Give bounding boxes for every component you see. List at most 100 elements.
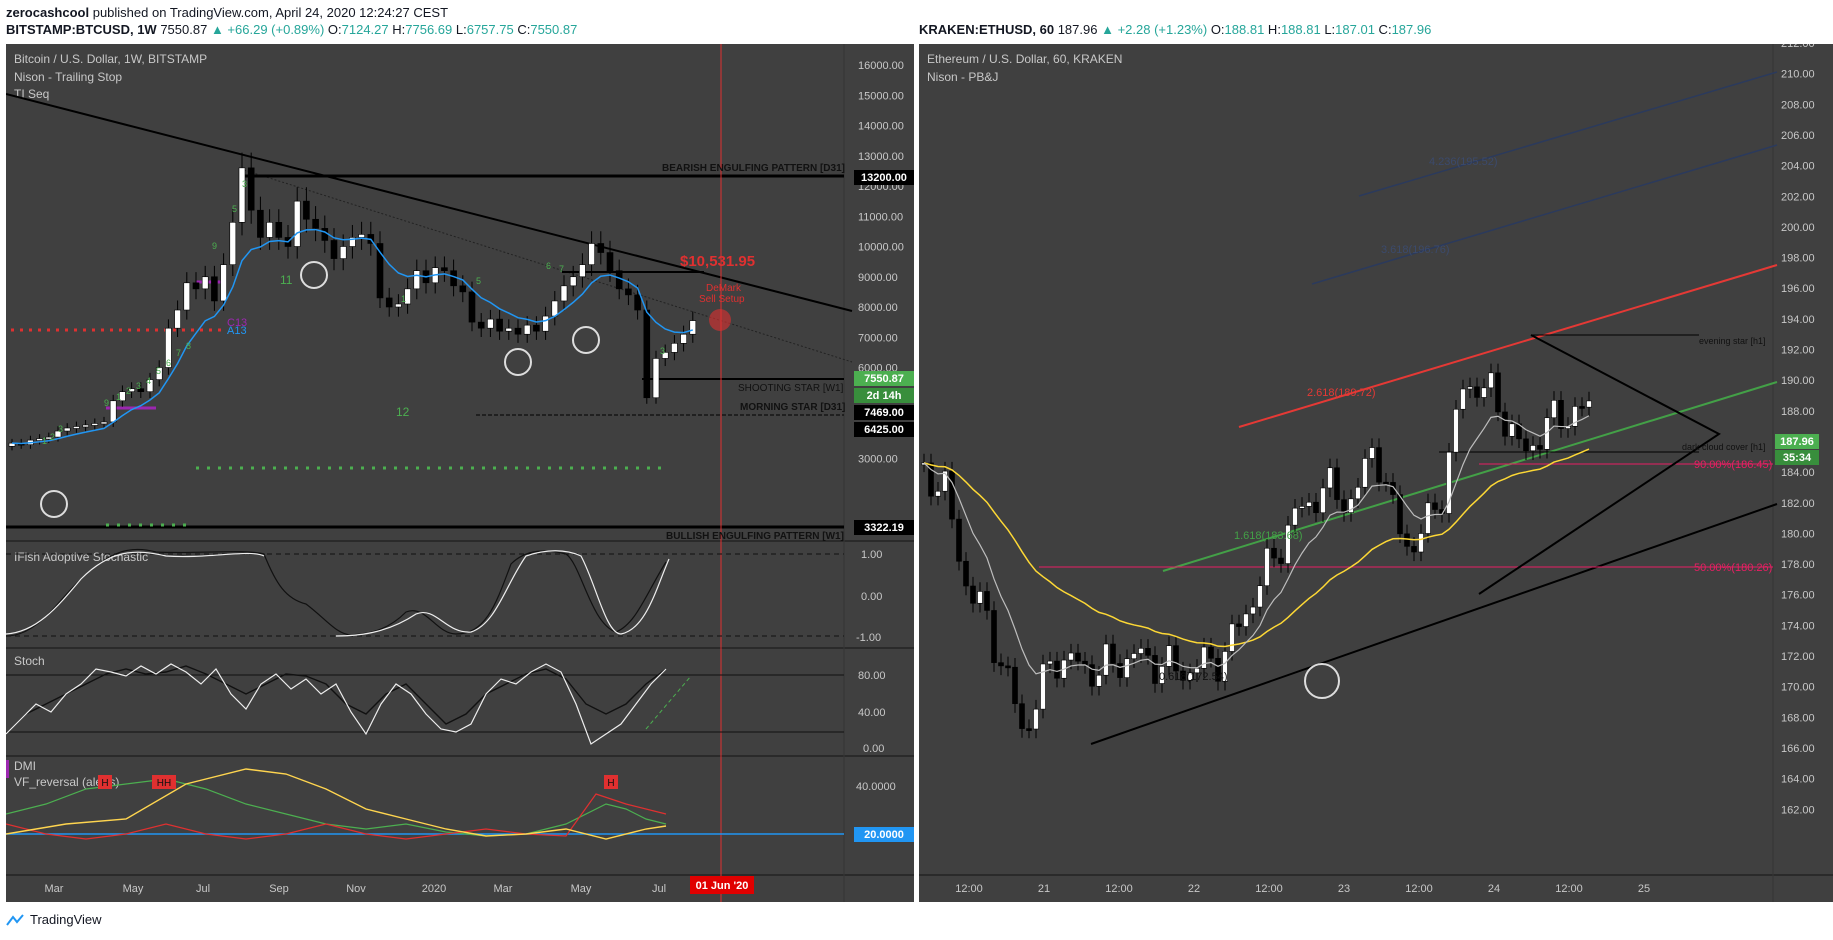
y-tick-label: 13000.00 — [858, 151, 904, 163]
y-tick-label: 172.00 — [1781, 651, 1815, 663]
candle-body — [680, 333, 687, 344]
candle-body — [1264, 547, 1270, 587]
btc-ema-line — [11, 228, 694, 445]
candle-body — [1558, 400, 1564, 429]
td-count-label: 4 — [146, 376, 151, 386]
candle-body — [1397, 494, 1403, 535]
candle-body — [671, 342, 678, 353]
candle-body — [1509, 423, 1515, 437]
y-tick-label: 204.00 — [1781, 161, 1815, 173]
candle-body — [54, 430, 62, 438]
candle-body — [1383, 481, 1389, 485]
stoch-tick: 80.00 — [858, 670, 886, 682]
y-tick-label: 196.00 — [1781, 283, 1815, 295]
candle-body — [238, 167, 246, 223]
x-tick-label: Jul — [196, 883, 210, 895]
candle-body — [1208, 646, 1214, 659]
candle-body — [45, 436, 53, 440]
fib-4236-label: 4.236(195.52) — [1429, 156, 1498, 168]
price-label-morning: 7469.00 — [854, 405, 914, 420]
svg-text:3322.19: 3322.19 — [864, 522, 904, 534]
stoch-k-line — [5, 663, 667, 745]
author-name[interactable]: zerocashcool — [6, 5, 90, 20]
x-tick-label: 12:00 — [1255, 883, 1283, 895]
tradingview-logo-icon[interactable] — [6, 913, 26, 927]
candle-body — [1096, 674, 1102, 687]
candle-body — [1334, 467, 1340, 500]
fib-2618-line — [1238, 264, 1778, 428]
candle-body — [1201, 646, 1207, 669]
td-count-label: 7 — [559, 264, 564, 274]
candle-body — [1166, 645, 1172, 667]
right-price: 187.96 — [1057, 22, 1098, 37]
ifish-tick: -1.00 — [856, 632, 881, 644]
left-open: 7124.27 — [341, 22, 389, 37]
y-tick-label: 194.00 — [1781, 314, 1815, 326]
candle-body — [1138, 648, 1144, 654]
candle-body — [551, 300, 559, 317]
candle-body — [395, 303, 402, 308]
svg-text:HH: HH — [157, 778, 171, 789]
candle-body — [1313, 501, 1319, 514]
candle-body — [652, 358, 660, 399]
x-tick-label: Nov — [346, 883, 366, 895]
candle-body — [358, 234, 365, 238]
svg-text:H: H — [607, 778, 614, 789]
y-tick-label: 178.00 — [1781, 559, 1815, 571]
candle-body — [1187, 672, 1193, 681]
right-low: 187.01 — [1335, 22, 1375, 37]
btc-chart-svg[interactable]: Bitcoin / U.S. Dollar, 1W, BITSTAMP Niso… — [5, 44, 914, 902]
candle-body — [1250, 606, 1256, 615]
td-count-label: 3 — [242, 179, 247, 189]
candle-body — [1103, 643, 1109, 676]
td-count-label: 2 — [126, 386, 131, 396]
left-chart-panel[interactable]: Bitcoin / U.S. Dollar, 1W, BITSTAMP Niso… — [5, 44, 914, 902]
candle-body — [514, 327, 522, 335]
right-y-axis: 212.00 210.00 208.00 206.00 204.00 202.00 200.… — [1781, 38, 1815, 816]
stoch-projection — [645, 675, 692, 730]
candle-body — [229, 222, 237, 265]
y-tick-label: 16000.00 — [858, 60, 904, 72]
y-tick-label: 188.00 — [1781, 406, 1815, 418]
candle-body — [542, 315, 549, 332]
candle-body — [1488, 372, 1494, 389]
dmi-minus-line — [5, 793, 667, 840]
td-count-label: 6 — [166, 358, 171, 368]
candle-body — [1537, 445, 1543, 450]
candle-body — [1495, 372, 1501, 413]
candle-body — [1124, 658, 1130, 678]
candle-body — [597, 243, 605, 253]
stoch-title: Stoch — [14, 654, 45, 668]
date-flag: 01 Jun '20 — [690, 876, 754, 894]
candle-body — [91, 423, 99, 426]
c13-label: C13 — [227, 317, 247, 329]
candle-body — [174, 309, 181, 329]
y-tick-label: 166.00 — [1781, 743, 1815, 755]
svg-text:2d 14h: 2d 14h — [867, 390, 902, 402]
candle-body — [192, 282, 200, 290]
dmi-flag-hh: HH — [152, 775, 176, 789]
candle-body — [404, 288, 411, 305]
candle-body — [1425, 502, 1431, 534]
candle-body — [1159, 666, 1165, 684]
y-tick-label: 192.00 — [1781, 345, 1815, 357]
eth-chart-svg[interactable]: Ethereum / U.S. Dollar, 60, KRAKEN Nison… — [919, 38, 1833, 902]
y-tick-label: 14000.00 — [858, 121, 904, 133]
candle-body — [1474, 386, 1480, 398]
ifish-tick: 0.00 — [861, 591, 882, 603]
x-tick-label: Mar — [494, 883, 513, 895]
brand-name[interactable]: TradingView — [30, 912, 102, 927]
candle-body — [643, 309, 651, 399]
right-chart-panel[interactable]: Ethereum / U.S. Dollar, 60, KRAKEN Nison… — [919, 38, 1833, 902]
candle-body — [303, 200, 310, 220]
candle-body — [1348, 498, 1354, 513]
candle-body — [1026, 728, 1032, 731]
candle-body — [496, 318, 503, 332]
candle-body — [100, 421, 108, 425]
right-symbol-line: KRAKEN:ETHUSD, 60 187.96 ▲ +2.28 (+1.23%… — [919, 22, 1432, 37]
candle-body — [211, 276, 218, 302]
td-count-label: 9 — [104, 398, 109, 408]
candle-body — [487, 318, 494, 329]
stoch-d-line — [5, 665, 667, 735]
countdown-label: 2d 14h — [854, 388, 914, 403]
